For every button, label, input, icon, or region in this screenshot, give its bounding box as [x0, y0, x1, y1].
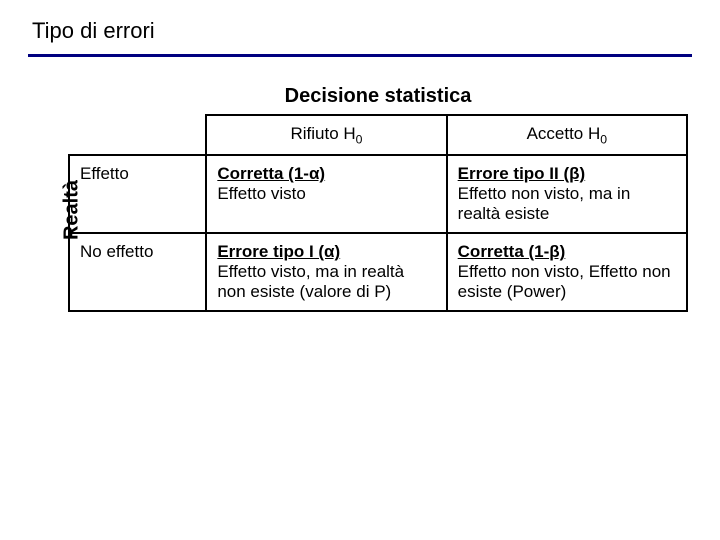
cell-effect-accept: Errore tipo II (β) Effetto non visto, ma… — [447, 155, 687, 233]
col-header-reject-sub: 0 — [356, 132, 363, 146]
cell-noeffect-reject-head: Errore tipo I (α) — [217, 242, 340, 261]
col-header-accept-sub: 0 — [600, 132, 607, 146]
cell-noeffect-reject-body: Effetto visto, ma in realtà non esiste (… — [217, 262, 404, 301]
col-header-accept: Accetto H0 — [447, 115, 687, 155]
cell-noeffect-reject: Errore tipo I (α) Effetto visto, ma in r… — [206, 233, 446, 311]
side-label: Realtà — [61, 180, 84, 240]
table-header-row: Rifiuto H0 Accetto H0 — [69, 115, 687, 155]
decision-header: Decisione statistica — [68, 85, 688, 108]
row-label-noeffect: No effetto — [69, 233, 206, 311]
corner-cell — [69, 115, 206, 155]
table-row: No effetto Errore tipo I (α) Effetto vis… — [69, 233, 687, 311]
cell-noeffect-accept-body: Effetto non visto, Effetto non esiste (P… — [458, 262, 671, 301]
table-wrap: Decisione statistica Realtà Rifiuto H0 A… — [68, 85, 688, 312]
cell-effect-reject-body: Effetto visto — [217, 184, 306, 203]
cell-noeffect-accept-head: Corretta (1-β) — [458, 242, 566, 261]
col-header-accept-pre: Accetto H — [527, 124, 601, 143]
cell-effect-reject-head: Corretta (1-α) — [217, 164, 325, 183]
cell-effect-reject: Corretta (1-α) Effetto visto — [206, 155, 446, 233]
page: Tipo di errori Decisione statistica Real… — [0, 0, 720, 540]
page-title: Tipo di errori — [32, 18, 692, 44]
row-label-effect: Effetto — [69, 155, 206, 233]
cell-effect-accept-body: Effetto non visto, ma in realtà esiste — [458, 184, 631, 223]
table-row: Effetto Corretta (1-α) Effetto visto Err… — [69, 155, 687, 233]
cell-noeffect-accept: Corretta (1-β) Effetto non visto, Effett… — [447, 233, 687, 311]
error-table: Rifiuto H0 Accetto H0 Effetto Corretta (… — [68, 114, 688, 312]
col-header-reject-pre: Rifiuto H — [290, 124, 355, 143]
title-rule — [28, 54, 692, 57]
cell-effect-accept-head: Errore tipo II (β) — [458, 164, 586, 183]
col-header-reject: Rifiuto H0 — [206, 115, 446, 155]
